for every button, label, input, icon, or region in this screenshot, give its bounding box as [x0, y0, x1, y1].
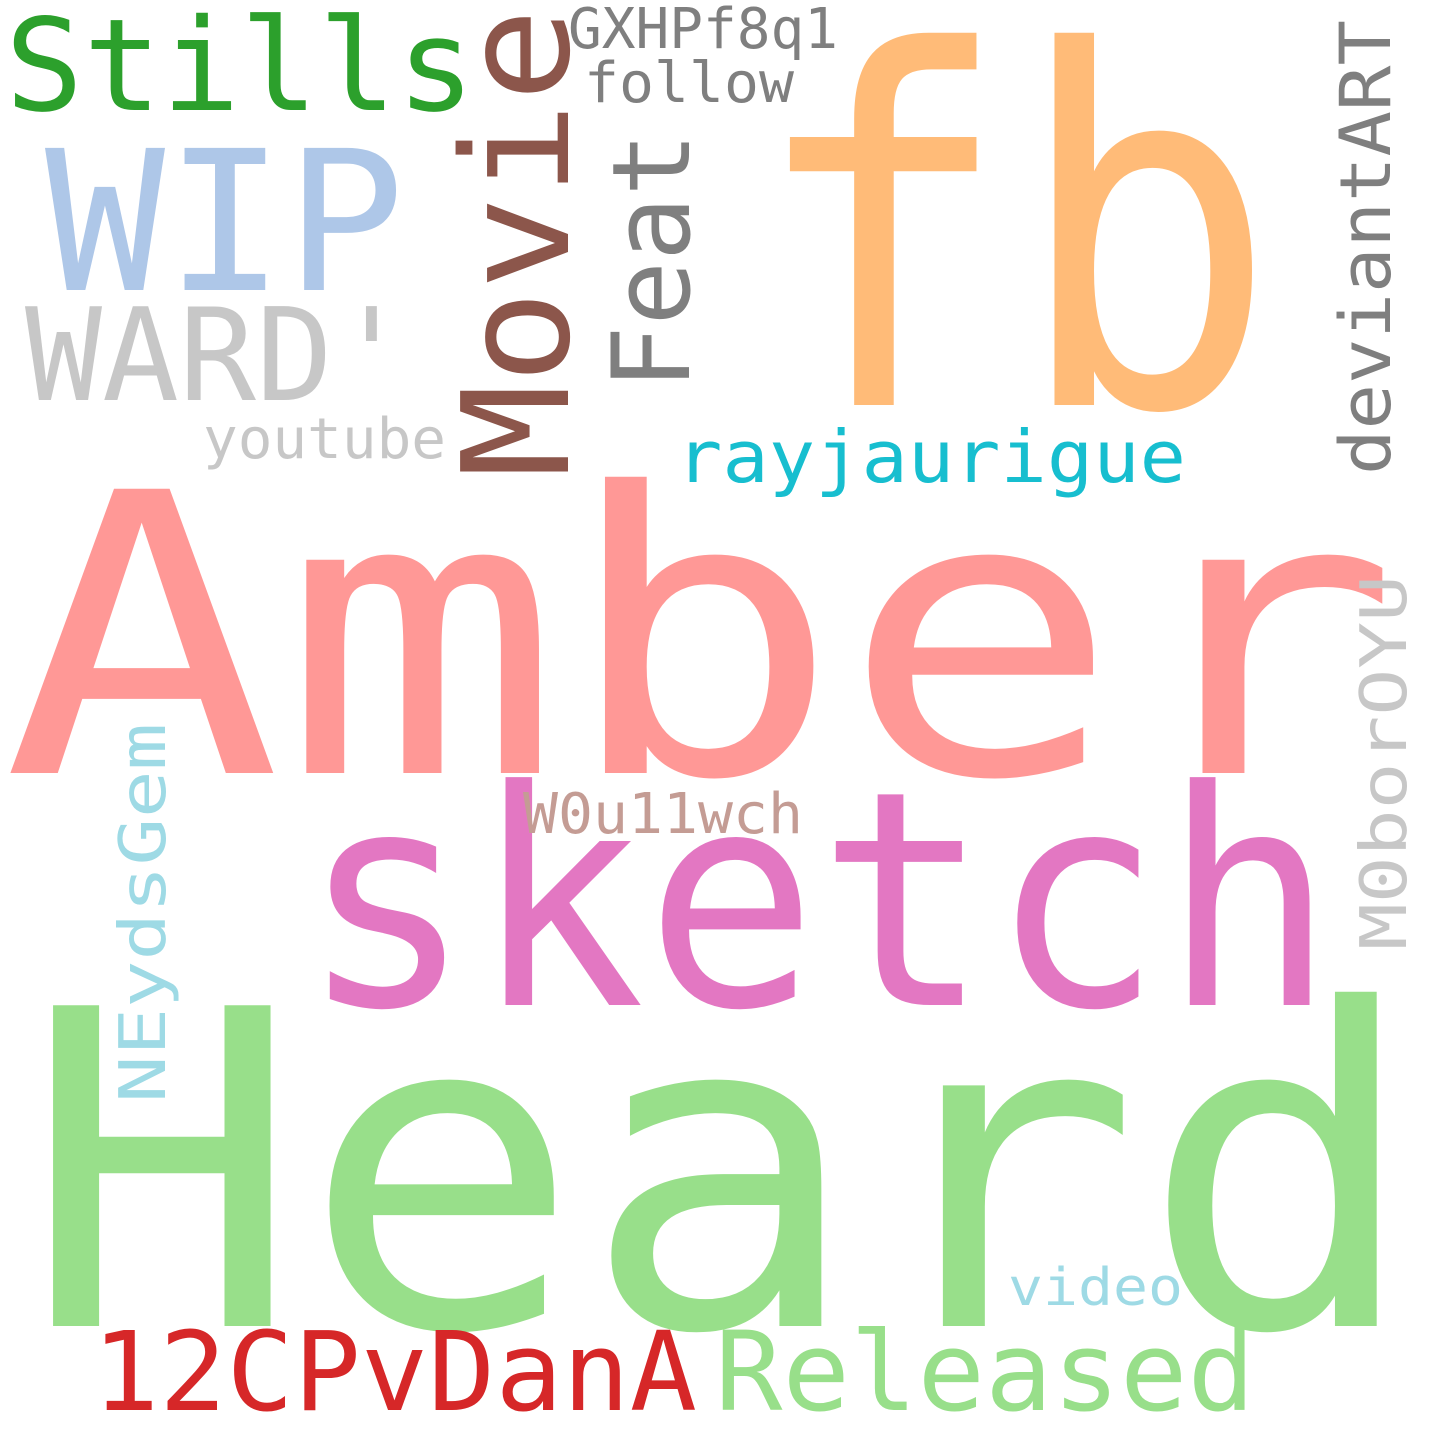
word-rayjaurigue: rayjaurigue	[676, 415, 1186, 499]
word-sketch: sketch	[300, 727, 1335, 1076]
word-amber: Amber	[2, 411, 1400, 865]
word-m0boroyu: M0borOYU	[1348, 575, 1422, 950]
word-wip: WIP	[45, 109, 405, 336]
word-ward: WARD'	[25, 282, 410, 431]
word-video: video	[1008, 1258, 1183, 1318]
word-fb: fb	[748, 0, 1278, 521]
word-w0u11wch: W0u11wch	[523, 782, 803, 847]
word-feat: Feat	[590, 132, 715, 390]
word-released: Released	[715, 1308, 1255, 1436]
word-12cpvdana: 12CPvDanA	[92, 1308, 697, 1436]
word-gxhpf8q1: GXHPf8q1	[568, 0, 838, 62]
word-neydsgem: NEydsGem	[107, 723, 181, 1103]
word-movie: Movie	[431, 8, 603, 478]
word-stills: Stills	[5, 0, 475, 141]
word-heard: Heard	[22, 918, 1420, 1430]
word-youtube: youtube	[203, 407, 446, 472]
word-follow: follow	[584, 51, 794, 116]
word-deviantart: deviantART	[1325, 20, 1407, 475]
